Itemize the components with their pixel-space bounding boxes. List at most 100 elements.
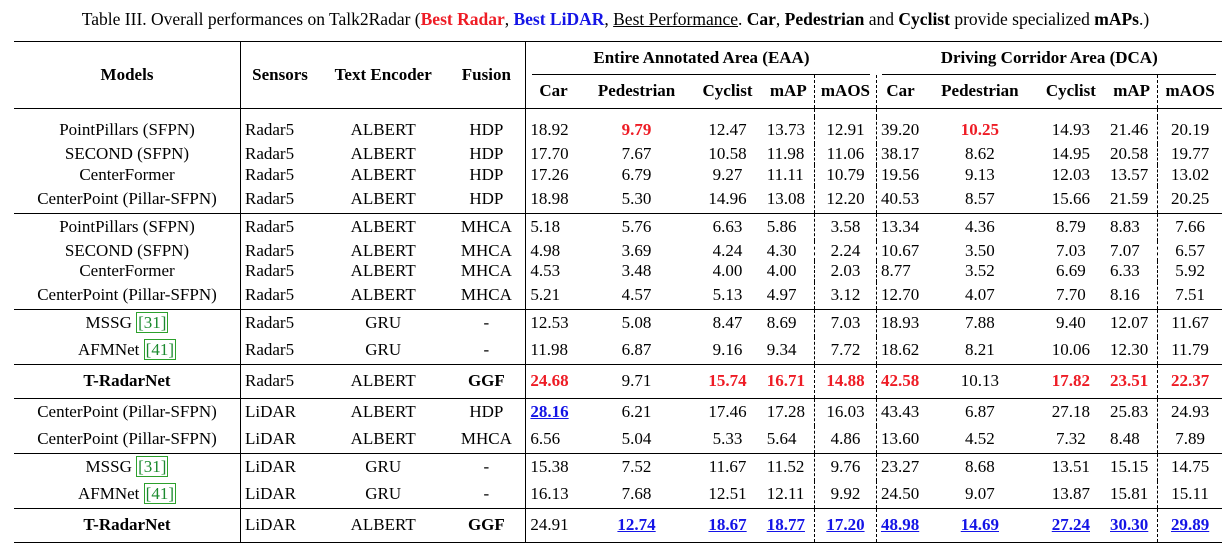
eaa-value-cell: 5.13	[692, 282, 762, 310]
metric-value: 12.03	[1051, 164, 1090, 184]
metric-value: 6.56	[530, 429, 561, 449]
eaa-value-cell: 5.30	[581, 186, 693, 214]
model-label: PointPillars (SFPN)	[59, 120, 195, 140]
metric-value: 12.30	[1110, 340, 1149, 360]
metric-value: 17.70	[530, 144, 569, 163]
metric-value: 17.46	[708, 402, 747, 422]
model-label: CenterPoint (Pillar-SFPN)	[37, 285, 217, 305]
sensor-cell: Radar5	[239, 144, 320, 165]
metric-value: 17.26	[530, 164, 569, 184]
dca-value-cell: 8.68	[924, 453, 1036, 482]
fusion-cell: HDP	[447, 398, 526, 427]
eaa-value-cell: 11.67	[692, 453, 763, 482]
sensor-cell: LiDAR	[239, 508, 320, 544]
table-caption: Table III. Overall performances on Talk2…	[0, 6, 1231, 32]
metric-value: 23.51	[1110, 371, 1149, 391]
metric-value: 6.21	[621, 402, 652, 422]
table-row: SECOND (SFPN) Radar5 ALBERT HDP 17.70 7.67 10.…	[14, 144, 1222, 165]
metric-value: 18.62	[880, 340, 920, 360]
metric-value: 3.58	[830, 216, 861, 236]
dca-value-cell: 15.15	[1106, 453, 1158, 482]
eaa-value-cell: 5.33	[692, 426, 762, 454]
metric-value: 21.59	[1110, 188, 1149, 208]
metric-value: 24.91	[530, 515, 569, 535]
dca-value-cell: 30.30	[1106, 508, 1158, 544]
eaa-value-cell: 8.47	[692, 309, 763, 338]
dca-value-cell: 7.70	[1036, 282, 1106, 310]
dca-value-cell: 10.67	[875, 240, 925, 262]
metric-value: 9.07	[965, 484, 995, 504]
dca-value-cell: 23.27	[875, 453, 925, 482]
model-name: CenterPoint (Pillar-SFPN)	[14, 282, 240, 310]
header-row-1: Models Sensors Text Encoder Fusion Entir…	[14, 41, 1222, 109]
dca-value-cell: 3.50	[924, 241, 1036, 262]
citation-link[interactable]: [31]	[136, 456, 169, 478]
dca-value-cell: 8.21	[924, 337, 1036, 365]
fusion-cell: GGF	[447, 364, 526, 399]
metric-value: 13.57	[1110, 164, 1149, 184]
table-row: T-RadarNet Radar5 ALBERT GGF 24.68 9.71 15.74 1…	[14, 364, 1222, 399]
citation-link[interactable]: [31]	[136, 312, 169, 334]
model-name: CenterPoint (Pillar-SFPN)	[14, 398, 241, 427]
sensor-cell: Radar5	[239, 164, 320, 186]
metric-value: 11.06	[826, 144, 865, 163]
eaa-value-cell: 7.52	[580, 453, 693, 482]
metric-value: 4.00	[712, 261, 743, 281]
metric-value: 4.30	[766, 240, 797, 260]
eaa-value-cell: 7.03	[813, 309, 877, 338]
sensor-cell: Radar5	[239, 185, 320, 214]
text-encoder-cell: ALBERT	[350, 164, 416, 184]
caption-maps: mAPs	[1094, 9, 1139, 29]
fusion-cell: -	[483, 340, 490, 360]
eaa-value-cell: 9.16	[692, 337, 762, 365]
model-name: T-RadarNet	[14, 508, 241, 544]
eaa-value-cell: 18.92	[525, 117, 581, 144]
dca-value-cell: 7.89	[1157, 426, 1222, 454]
eaa-value-cell: 11.52	[762, 453, 815, 482]
metric-value: 12.53	[530, 313, 569, 333]
metric-value: 18.77	[766, 515, 805, 535]
model-name: CenterPoint (Pillar-SFPN)	[14, 186, 240, 214]
metric-value: 30.30	[1110, 515, 1149, 535]
metric-value: 24.50	[880, 484, 920, 504]
metric-value: 15.74	[708, 371, 747, 391]
eaa-value-cell: 12.51	[692, 481, 762, 509]
metric-value: 12.07	[1110, 313, 1149, 333]
eaa-value-cell: 13.73	[763, 117, 815, 144]
fusion-cell: -	[447, 309, 526, 338]
eaa-value-cell: 24.68	[525, 364, 581, 399]
dca-value-cell: 24.93	[1157, 398, 1222, 427]
metric-value: 48.98	[880, 515, 920, 535]
metric-value: 9.13	[965, 164, 995, 184]
model-label: AFMNet	[78, 484, 140, 504]
metric-value: 17.82	[1051, 371, 1090, 391]
dca-value-cell: 10.13	[924, 364, 1036, 399]
eaa-value-cell: 10.58	[692, 144, 762, 165]
metric-value: 3.48	[621, 261, 652, 281]
caption-sep: ,	[604, 9, 614, 29]
model-label: MSSG	[85, 313, 132, 333]
table-row: MSSG [31] LiDAR GRU -15.38 7.52 11.67 11.52 9.7…	[14, 453, 1222, 482]
caption-text: .)	[1139, 9, 1150, 29]
sensor-cell: LiDAR	[239, 481, 320, 509]
metric-value: 7.70	[1056, 285, 1086, 305]
eaa-value-cell: 17.28	[762, 398, 815, 427]
dca-value-cell: 9.07	[924, 481, 1036, 509]
metric-value: 7.03	[1056, 240, 1086, 260]
group-spacer	[14, 108, 1222, 117]
model-label: CenterPoint (Pillar-SFPN)	[37, 188, 217, 208]
table-row: CenterPoint (Pillar-SFPN) Radar5 ALBERT HDP…	[14, 185, 1222, 214]
eaa-value-cell: 5.08	[580, 309, 693, 338]
dca-value-cell: 13.87	[1036, 481, 1106, 509]
metric-value: 5.92	[1175, 261, 1205, 281]
dca-value-cell: 8.48	[1106, 426, 1158, 454]
dca-value-cell: 42.58	[875, 364, 925, 399]
eaa-value-cell: 9.79	[581, 117, 693, 144]
eaa-value-cell: 7.68	[581, 481, 693, 509]
eaa-value-cell: 9.71	[580, 364, 693, 399]
dca-maos-header: mAOS	[1157, 75, 1222, 109]
text-encoder-cell: GRU	[365, 340, 402, 360]
citation-link[interactable]: [41]	[143, 483, 176, 505]
citation-link[interactable]: [41]	[143, 339, 176, 361]
eaa-map-header: mAP	[769, 81, 807, 101]
